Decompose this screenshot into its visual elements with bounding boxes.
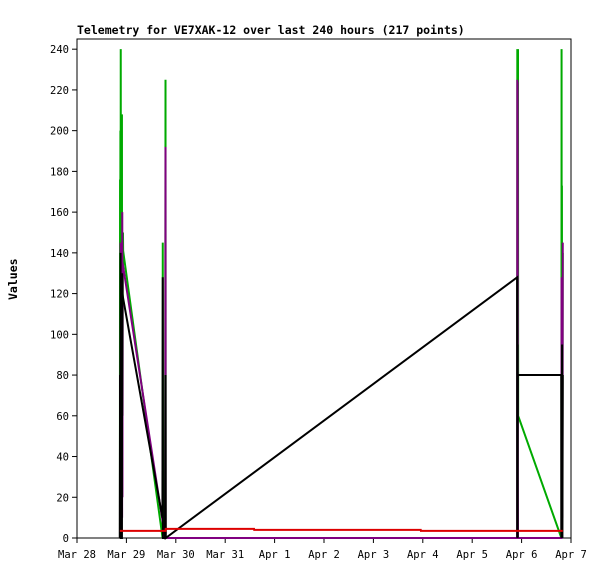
chart-title: Telemetry for VE7XAK-12 over last 240 ho…	[77, 23, 465, 37]
y-tick-label: 200	[50, 126, 69, 138]
x-tick-label: Mar 29	[107, 549, 145, 561]
x-tick-label: Apr 7	[555, 549, 587, 561]
y-tick-label: 60	[56, 411, 69, 423]
x-tick-label: Apr 6	[506, 549, 538, 561]
y-tick-label: 160	[50, 207, 69, 219]
series-line	[118, 252, 564, 540]
y-tick-label: 220	[50, 85, 69, 97]
x-tick-label: Mar 31	[206, 549, 244, 561]
y-tick-label: 240	[50, 44, 69, 56]
x-tick-label: Apr 5	[456, 549, 488, 561]
x-tick-label: Mar 30	[157, 549, 195, 561]
y-axis-label: Values	[6, 258, 20, 300]
y-tick-label: 100	[50, 329, 69, 341]
y-tick-label: 20	[56, 492, 69, 504]
x-tick-label: Apr 3	[358, 549, 390, 561]
y-tick-label: 40	[56, 452, 69, 464]
x-tick-label: Apr 2	[308, 549, 340, 561]
x-tick-label: Apr 4	[407, 549, 439, 561]
x-tick-label: Mar 28	[58, 549, 96, 561]
series-line	[119, 527, 563, 532]
y-tick-label: 140	[50, 248, 69, 260]
y-tick-label: 80	[56, 370, 69, 382]
x-tick-label: Apr 1	[259, 549, 291, 561]
y-tick-label: 120	[50, 289, 69, 301]
y-tick-label: 180	[50, 166, 69, 178]
y-tick-label: 0	[63, 533, 69, 545]
plot-frame	[76, 38, 572, 539]
